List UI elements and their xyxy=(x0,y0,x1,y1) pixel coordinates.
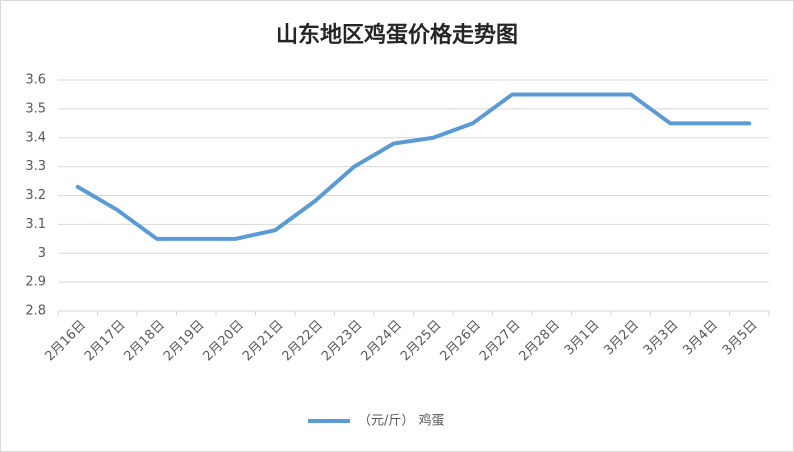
y-tick-label: 2.8 xyxy=(25,304,46,319)
chart-title: 山东地区鸡蛋价格走势图 xyxy=(276,22,518,48)
y-tick-label: 3 xyxy=(38,246,46,261)
y-tick-label: 3.2 xyxy=(25,188,46,203)
y-tick-label: 3.4 xyxy=(25,130,46,145)
y-tick-label: 2.9 xyxy=(25,275,46,290)
y-tick-label: 3.1 xyxy=(25,217,46,232)
y-tick-label: 3.6 xyxy=(25,73,46,88)
y-tick-label: 3.5 xyxy=(25,101,46,116)
line xyxy=(75,92,752,241)
legend-label: （元/斤） 鸡蛋 xyxy=(358,413,445,429)
y-tick-label: 3.3 xyxy=(25,159,46,174)
